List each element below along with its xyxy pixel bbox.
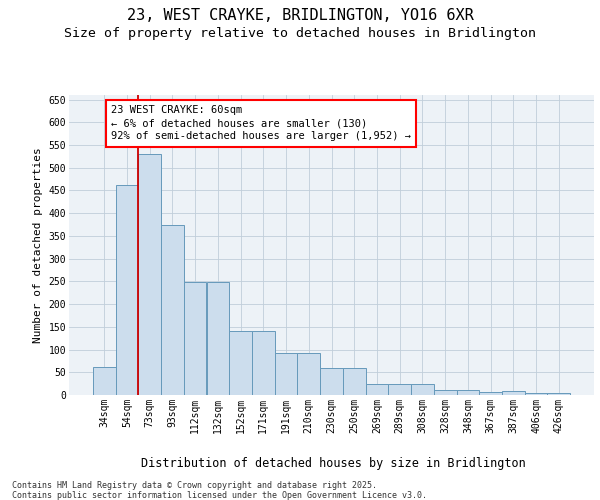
Bar	[116, 184, 139, 395]
Bar	[139, 154, 161, 395]
Bar	[320, 368, 343, 395]
Bar	[298, 352, 320, 395]
Bar	[434, 390, 457, 395]
Bar	[411, 384, 434, 395]
Bar	[343, 368, 365, 395]
Bar	[365, 384, 388, 395]
Text: Distribution of detached houses by size in Bridlington: Distribution of detached houses by size …	[140, 458, 526, 470]
Bar	[229, 332, 252, 395]
Bar	[206, 282, 229, 395]
Bar	[502, 391, 524, 395]
Bar	[388, 384, 411, 395]
Text: Contains HM Land Registry data © Crown copyright and database right 2025.: Contains HM Land Registry data © Crown c…	[12, 481, 377, 490]
Bar	[93, 367, 116, 395]
Bar	[161, 224, 184, 395]
Bar	[479, 392, 502, 395]
Bar	[547, 392, 570, 395]
Text: Size of property relative to detached houses in Bridlington: Size of property relative to detached ho…	[64, 28, 536, 40]
Bar	[275, 352, 298, 395]
Bar	[457, 390, 479, 395]
Y-axis label: Number of detached properties: Number of detached properties	[33, 147, 43, 343]
Bar	[252, 332, 275, 395]
Bar	[184, 282, 206, 395]
Text: 23 WEST CRAYKE: 60sqm
← 6% of detached houses are smaller (130)
92% of semi-deta: 23 WEST CRAYKE: 60sqm ← 6% of detached h…	[111, 105, 411, 142]
Text: Contains public sector information licensed under the Open Government Licence v3: Contains public sector information licen…	[12, 491, 427, 500]
Bar	[524, 392, 547, 395]
Text: 23, WEST CRAYKE, BRIDLINGTON, YO16 6XR: 23, WEST CRAYKE, BRIDLINGTON, YO16 6XR	[127, 8, 473, 22]
